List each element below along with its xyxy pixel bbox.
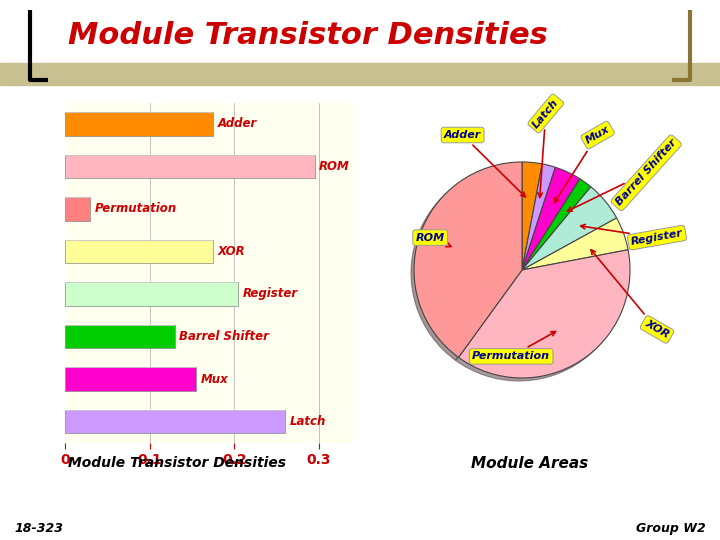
Text: ROM: ROM	[415, 233, 451, 247]
Wedge shape	[522, 218, 628, 270]
Text: Register: Register	[580, 225, 684, 247]
Wedge shape	[522, 179, 591, 270]
Bar	[65, 196, 90, 198]
Text: Module Transistor Densities: Module Transistor Densities	[68, 456, 287, 470]
Text: Register: Register	[243, 287, 298, 300]
Wedge shape	[522, 187, 616, 270]
Bar	[65, 367, 196, 391]
Text: Adder: Adder	[444, 130, 526, 197]
Text: Module Transistor Densities: Module Transistor Densities	[68, 21, 548, 50]
Bar	[65, 154, 315, 178]
Bar	[65, 197, 90, 221]
Bar	[65, 366, 196, 368]
Text: XOR: XOR	[217, 245, 245, 258]
Bar	[65, 112, 213, 136]
Text: 18-323: 18-323	[14, 522, 63, 535]
Bar	[65, 240, 213, 263]
Wedge shape	[459, 250, 630, 378]
Bar	[65, 282, 238, 306]
Wedge shape	[522, 164, 555, 270]
Text: ROM: ROM	[319, 160, 350, 173]
Bar	[65, 409, 285, 411]
Text: Permutation: Permutation	[94, 202, 176, 215]
Text: Group W2: Group W2	[636, 522, 706, 535]
Bar	[65, 325, 175, 348]
Bar	[65, 410, 285, 433]
Bar	[65, 239, 213, 241]
Bar	[65, 153, 315, 156]
Bar	[65, 281, 238, 284]
Text: XOR: XOR	[591, 250, 671, 340]
Wedge shape	[414, 162, 522, 357]
Wedge shape	[522, 162, 542, 270]
Bar	[0, 63, 720, 85]
Text: Mux: Mux	[554, 124, 611, 202]
Text: Barrel Shifter: Barrel Shifter	[179, 330, 269, 343]
Text: Mux: Mux	[200, 373, 228, 386]
Text: Barrel Shifter: Barrel Shifter	[567, 138, 678, 211]
Text: Adder: Adder	[217, 117, 256, 130]
Text: Latch: Latch	[289, 415, 325, 428]
Text: Latch: Latch	[531, 97, 561, 198]
Text: Module Areas: Module Areas	[471, 456, 588, 471]
Bar	[65, 111, 213, 113]
Text: Permutation: Permutation	[472, 332, 556, 361]
Bar	[65, 323, 175, 326]
Wedge shape	[522, 167, 580, 270]
